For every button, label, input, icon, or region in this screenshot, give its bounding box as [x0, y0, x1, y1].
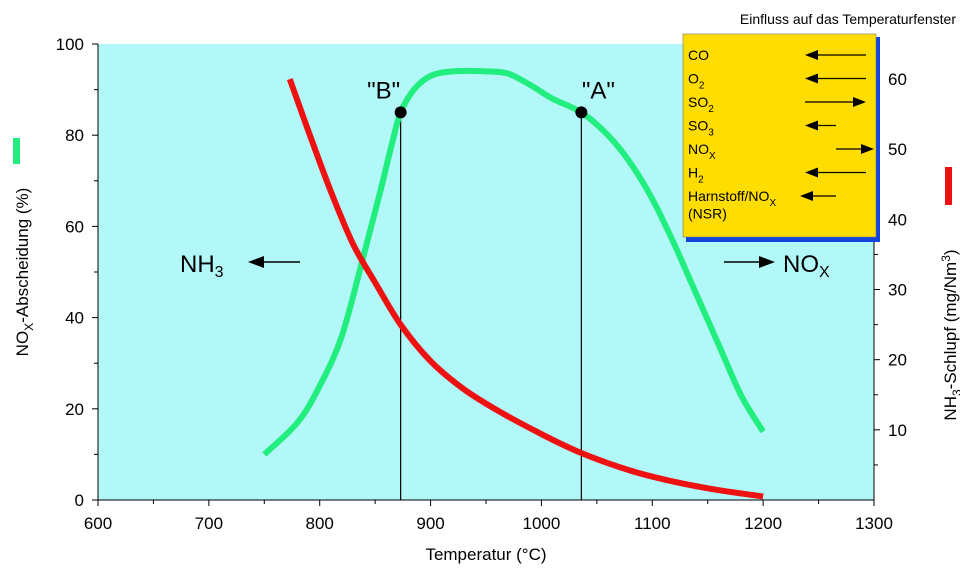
series-line-1 — [286, 78, 764, 500]
y-axis-right-color-key — [945, 167, 952, 205]
x-tick-label-3: 900 — [416, 514, 444, 533]
annotation-nox: NOX — [783, 251, 830, 281]
y-right-tick-label-2: 30 — [888, 281, 907, 300]
legend-arrow-left-icon-5 — [805, 167, 818, 178]
marker-point-0 — [394, 106, 407, 119]
y-right-tick-label-3: 40 — [888, 210, 907, 229]
y-left-tick-label-2: 40 — [65, 309, 84, 328]
x-tick-label-2: 800 — [306, 514, 334, 533]
series-line-0 — [262, 67, 766, 457]
legend-item-2: SO2 — [688, 94, 714, 115]
legend-item-3: SO3 — [688, 118, 714, 139]
y-right-tick-label-0: 10 — [888, 421, 907, 440]
y-right-tick-label-5: 60 — [888, 70, 907, 89]
x-tick-label-4: 1000 — [523, 514, 561, 533]
legend-item-1: O2 — [688, 71, 705, 92]
y-left-tick-label-1: 20 — [65, 400, 84, 419]
marker-label-1: "A" — [582, 77, 615, 104]
x-tick-label-0: 600 — [84, 514, 112, 533]
y-left-tick-label-0: 0 — [75, 491, 84, 510]
axes-layer: 600 700 800 900 1000 1100 1200 1300 0 20 40 60 80 100… — [13, 35, 960, 564]
x-tick-label-1: 700 — [195, 514, 223, 533]
y-left-tick-label-3: 60 — [65, 217, 84, 236]
legend-item-4: NOX — [688, 141, 716, 162]
y-right-tick-label-1: 20 — [888, 351, 907, 370]
annotation-nh3-arrowhead — [248, 256, 264, 268]
legend-footnote: (NSR) — [688, 206, 727, 222]
legend-item-5: H2 — [688, 165, 704, 186]
marker-point-1 — [575, 106, 588, 119]
y-axis-left-color-key — [13, 138, 20, 164]
x-tick-label-6: 1200 — [744, 514, 782, 533]
y-axis-right-title: NH3-Schlupf (mg/Nm3) — [939, 249, 960, 420]
legend-item-0: CO — [688, 47, 709, 63]
annotation-nh3: NH3 — [180, 251, 224, 281]
legend-arrow-left-icon-6 — [800, 191, 813, 201]
x-tick-label-5: 1100 — [634, 514, 671, 533]
y-left-tick-label-4: 80 — [65, 126, 84, 145]
legend-title: Einfluss auf das Temperaturfenster — [740, 11, 956, 27]
legend-arrow-left-icon-1 — [805, 73, 818, 84]
legend-item-6: Harnstoff/NOX — [688, 188, 776, 209]
legend-arrow-left-icon-3 — [805, 120, 818, 131]
legend-box — [682, 33, 877, 238]
legend-arrow-left-icon-0 — [805, 50, 818, 60]
y-axis-left-title: NOX-Abscheidung (%) — [13, 188, 36, 357]
x-axis-title: Temperatur (°C) — [425, 545, 546, 564]
legend-arrow-right-icon-4 — [861, 144, 874, 154]
x-tick-label-7: 1300 — [855, 514, 893, 533]
marker-label-0: "B" — [367, 77, 400, 104]
y-left-tick-label-5: 100 — [56, 35, 84, 54]
annotation-nox-arrowhead — [759, 256, 775, 268]
y-right-tick-label-4: 50 — [888, 140, 907, 159]
legend-arrow-right-icon-2 — [853, 97, 866, 107]
legend-layer: Einfluss auf das TemperaturfensterCOO2SO… — [682, 11, 956, 242]
